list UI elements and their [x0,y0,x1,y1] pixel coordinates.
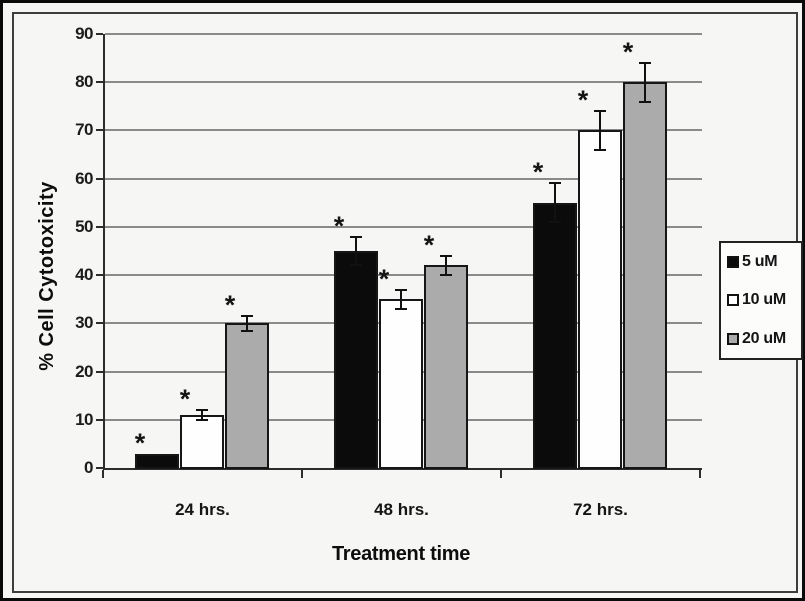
error-bar [554,183,556,223]
error-bar-cap [440,274,452,277]
error-bar-cap [549,221,561,224]
y-tick-mark [96,177,103,180]
x-tick-mark [301,470,303,478]
significance-asterisk: * [224,290,236,321]
legend-label: 10 uM [742,291,786,309]
error-bar-cap [241,315,253,318]
legend-swatch-5-uM [727,256,739,269]
y-gridline [105,225,702,228]
bar-5-uM-72 [533,202,577,469]
y-tick-label: 0 [84,458,93,477]
y-tick-mark [96,81,103,84]
y-tick-label: 60 [75,168,93,188]
y-tick-label: 30 [75,313,93,333]
x-category-label: 24 hrs. [175,500,230,519]
bar-chart: % Cell Cytotoxicity 0 10 20 30 40 50 60 70 80 90 … [3,3,803,598]
y-gridline [105,33,702,35]
error-bar-cap [395,307,407,310]
significance-asterisk: * [378,263,390,294]
y-gridline [105,177,702,180]
error-bar-cap [395,288,407,291]
x-category-label: 48 hrs. [374,500,429,519]
bar-10-uM-48 [379,299,423,469]
y-tick-label: 90 [75,24,93,43]
y-gridline [105,129,702,132]
legend-swatch-10-uM [727,294,739,307]
x-axis-title: Treatment time [331,543,471,565]
error-bar-cap [549,182,561,185]
y-gridline [105,274,702,277]
significance-asterisk: * [532,157,544,188]
legend-swatch-20-uM [727,332,739,345]
error-bar [246,316,248,331]
y-tick-label: 40 [75,265,93,285]
bar-10-uM-72 [578,130,622,469]
y-tick-label: 10 [75,409,93,429]
y-tick-label: 20 [75,361,93,381]
significance-asterisk: * [179,384,191,415]
bar-5-uM-24 [135,453,179,469]
error-bar-cap [594,110,606,113]
y-tick-mark [96,370,103,373]
error-bar [644,62,646,102]
significance-asterisk: * [622,36,634,67]
y-gridline [105,81,702,84]
y-tick-mark [96,322,103,325]
x-tick-mark [699,470,701,478]
y-tick-label: 70 [75,120,93,140]
y-tick-mark [96,225,103,228]
y-tick-mark [96,418,103,421]
significance-asterisk: * [423,229,435,260]
error-bar [201,410,203,420]
legend-label: 20 uM [742,329,786,347]
error-bar [599,111,601,150]
significance-asterisk: * [577,85,589,116]
error-bar-cap [639,100,651,103]
x-category-label: 72 hrs. [573,500,628,519]
y-tick-mark [96,129,103,132]
legend: 5 uM 10 uM 20 uM [719,241,803,360]
legend-item: 5 uM [727,253,801,271]
bar-20-uM-72 [623,82,667,469]
legend-item: 10 uM [727,291,801,309]
x-tick-mark [102,470,104,478]
error-bar-cap [594,148,606,151]
error-bar-cap [639,61,651,64]
error-bar-cap [350,264,362,267]
x-tick-mark [500,470,502,478]
error-bar-cap [196,418,208,421]
error-bar-cap [440,254,452,257]
significance-asterisk: * [134,427,146,458]
y-tick-label: 80 [75,72,93,92]
error-bar-cap [196,409,208,412]
bar-20-uM-48 [424,265,468,469]
error-bar [400,289,402,309]
y-tick-mark [96,33,103,35]
y-tick-mark [96,274,103,277]
bar-20-uM-24 [225,323,269,469]
significance-asterisk: * [333,210,345,241]
y-tick-label: 50 [75,216,93,236]
error-bar-cap [241,329,253,332]
bar-10-uM-24 [180,414,224,469]
legend-item: 20 uM [727,330,801,348]
legend-label: 5 uM [742,253,778,271]
error-bar-cap [350,235,362,238]
y-tick-mark [96,467,103,469]
error-bar [445,255,447,276]
error-bar [355,236,357,266]
bar-5-uM-48 [334,251,378,469]
